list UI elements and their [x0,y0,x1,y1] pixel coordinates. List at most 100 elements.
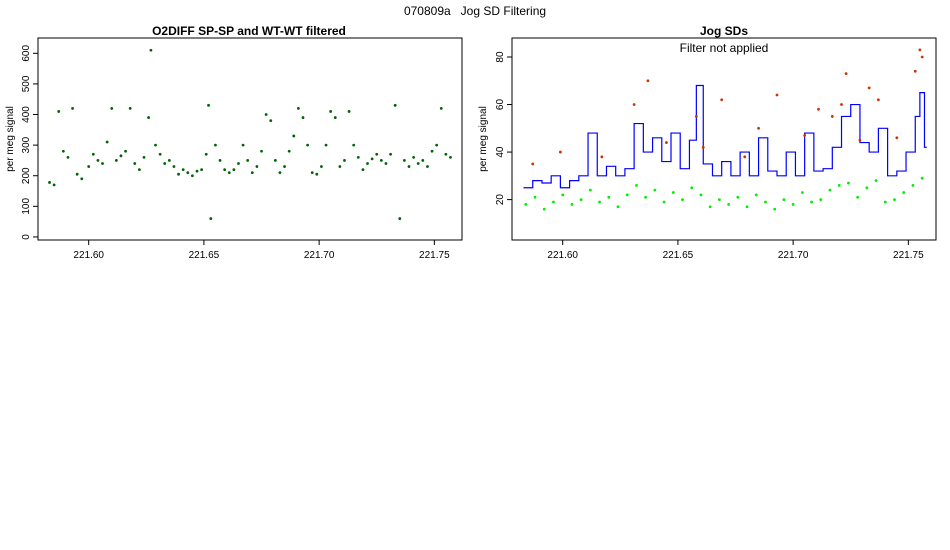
data-point [114,159,118,162]
data-point [379,159,383,162]
data-point [227,171,231,175]
right-y-tick-label: 80 [495,51,506,63]
data-point [699,193,703,197]
data-point [218,159,222,162]
data-point [847,181,850,185]
data-point [449,155,452,159]
data-point [727,202,731,206]
left-y-tick-label: 100 [21,198,32,215]
data-point [856,195,860,199]
data-point [181,168,185,172]
data-point [310,171,314,175]
data-point [416,162,420,165]
data-point [840,103,843,106]
data-point [398,217,402,220]
data-point [616,205,620,209]
data-point [902,191,906,194]
data-point [865,186,869,190]
right-axis-ticks: 221.60 221.65 221.70 221.75 20 40 60 80 [495,51,924,261]
right-x-tick-label: 221.60 [547,250,578,261]
data-point [190,174,194,178]
data-point [653,188,657,192]
right-y-axis-label: per meg signal [478,106,489,172]
data-point [48,181,51,184]
data-point [876,98,880,102]
data-point [720,98,724,102]
data-point [128,106,132,110]
data-point [646,79,650,83]
data-point [426,165,429,168]
data-point [533,195,537,199]
data-point [361,168,365,172]
data-point [830,115,834,118]
data-point [775,93,779,97]
data-point [736,195,740,199]
left-chart-title: O2DIFF SP-SP and WT-WT filtered [152,24,346,38]
left-x-tick-label: 221.65 [189,250,220,261]
data-point [588,188,592,192]
data-point [163,162,167,165]
data-point [370,157,374,161]
left-chart: O2DIFF SP-SP and WT-WT filtered per meg … [5,24,463,261]
data-point [635,183,638,187]
data-point [147,116,151,119]
data-point [402,159,406,162]
data-point [269,119,273,123]
right-data-marks [523,48,927,211]
data-point [911,183,915,187]
data-point [600,155,604,159]
data-point [61,149,65,153]
data-point [524,202,528,206]
data-point [664,141,668,144]
data-point [764,200,767,204]
data-point [607,195,611,199]
data-point [329,110,333,113]
data-point [558,150,562,154]
data-point [895,136,899,140]
data-point [754,193,758,197]
data-point [105,140,109,144]
data-point [356,155,360,159]
right-y-tick-label: 20 [495,194,506,206]
data-point [186,171,190,175]
data-point [352,143,356,147]
left-data-points [48,48,452,220]
data-point [324,143,328,147]
data-point [278,171,282,175]
data-point [124,149,127,153]
data-point [837,183,841,187]
data-point [80,177,84,181]
right-chart-title: Jog SDs [700,24,748,38]
left-y-axis-label: per meg signal [5,106,16,172]
data-point [874,179,878,182]
data-point [119,154,123,158]
data-point [681,198,684,202]
data-point [343,159,346,162]
data-point [920,55,924,59]
data-point [708,205,712,209]
data-point [333,116,337,119]
data-point [579,198,583,202]
data-point [375,152,379,156]
data-point [439,106,443,110]
right-y-tick-label: 60 [495,99,506,111]
left-x-tick-label: 221.60 [73,250,104,261]
data-point [366,162,369,165]
right-plot-frame [511,37,937,241]
left-y-tick-label: 300 [21,136,32,153]
data-point [133,162,137,165]
data-point [690,186,694,190]
data-point [207,103,210,107]
right-x-tick-label: 221.75 [893,250,924,261]
data-point [250,171,254,175]
data-point [232,168,236,172]
data-point [246,159,250,162]
data-point [200,168,204,172]
left-axis-ticks: 221.60 221.65 221.70 221.75 0 100 200 300 400 500… [21,45,450,261]
data-point [430,149,434,153]
data-point [435,143,439,147]
data-point [407,165,411,168]
data-point [101,162,104,165]
data-point [87,165,91,168]
data-point [552,200,555,204]
